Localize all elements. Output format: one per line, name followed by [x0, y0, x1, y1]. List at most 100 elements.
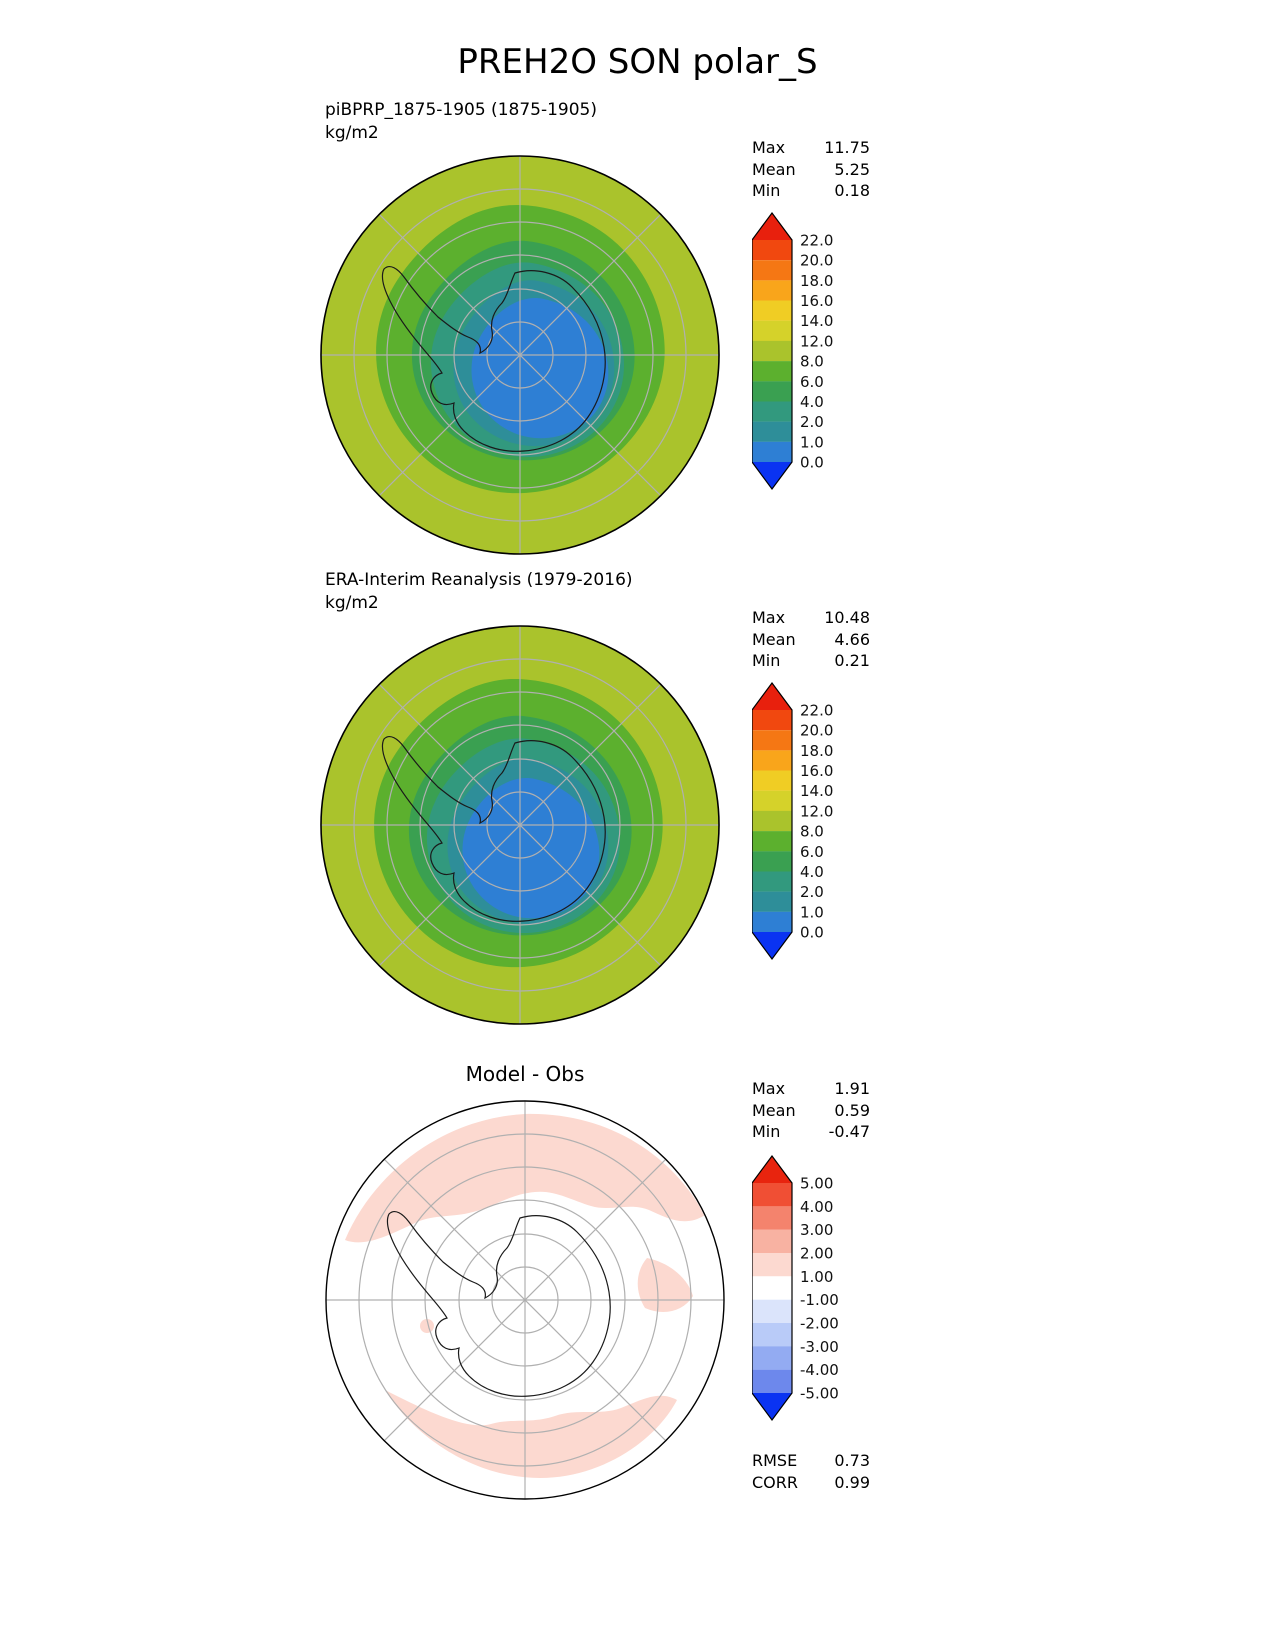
colorbar-arrow-bottom	[752, 932, 792, 959]
stat-max-label: Max	[752, 138, 786, 157]
colorbar-band	[752, 831, 792, 852]
colorbar-band	[752, 300, 792, 321]
diff-patch-bottom	[385, 1390, 677, 1478]
antarctica-coastline	[381, 735, 606, 922]
colorbar-tick: 4.0	[800, 863, 824, 881]
polar-map-model	[320, 155, 720, 555]
colorbar-outline	[752, 212, 793, 491]
colorbar-band	[752, 730, 792, 751]
meridian-line	[378, 683, 662, 967]
stat-row: Min 0.18	[752, 180, 870, 202]
map-rim	[320, 625, 720, 1025]
rmse-value: 0.73	[834, 1451, 870, 1470]
colorbar-tick: 22.0	[800, 232, 833, 250]
colorbar-tick: 12.0	[800, 802, 833, 820]
corr-value: 0.99	[834, 1472, 870, 1492]
antarctica-coastline	[386, 1210, 611, 1397]
map-rim	[325, 1100, 725, 1500]
colorbar-band	[752, 260, 792, 281]
polar-map-diff	[325, 1100, 725, 1500]
contour-fill-blue	[462, 778, 600, 919]
colorbar-arrow-top	[752, 683, 792, 710]
colorbar-tick: 5.00	[800, 1175, 833, 1193]
panel1-units: kg/m2	[325, 123, 379, 143]
colorbar-tick: 18.0	[800, 272, 833, 290]
stat-mean-label: Mean	[752, 629, 796, 649]
stat-row: Max 1.91	[752, 1078, 870, 1100]
colorbar-band	[752, 1369, 792, 1393]
stat-max-value: 1.91	[834, 1079, 870, 1098]
diff-metrics: RMSE 0.73 CORR 0.99	[752, 1450, 870, 1493]
contour-fill-blue	[471, 298, 609, 439]
colorbar-band	[752, 240, 792, 261]
stat-row: Mean 0.59	[752, 1100, 870, 1122]
graticule	[321, 626, 719, 1024]
stat-row: Min 0.21	[752, 650, 870, 672]
panel1-stats: Max 11.75 Mean 5.25 Min 0.18	[752, 137, 870, 202]
colorbar-tick: 1.0	[800, 433, 824, 451]
colorbar-band	[752, 810, 792, 832]
colorbar-arrow-bottom	[752, 1393, 792, 1420]
colorbar-band	[752, 1299, 792, 1324]
colorbar-band	[752, 1323, 792, 1347]
colorbar-band	[752, 1276, 792, 1300]
colorbar-tick: 6.0	[800, 373, 824, 391]
colorbar-tick: 14.0	[800, 312, 833, 330]
colorbar-band	[752, 1253, 792, 1277]
colorbar-tick: 6.0	[800, 843, 824, 861]
panel3-stats: Max 1.91 Mean 0.59 Min -0.47	[752, 1078, 870, 1143]
stat-min-label: Min	[752, 181, 781, 200]
stat-row: Mean 5.25	[752, 159, 870, 181]
graticule	[321, 156, 719, 554]
colorbar-tick: 1.00	[800, 1268, 833, 1286]
colorbar-tick: 2.00	[800, 1245, 833, 1263]
colorbar-band	[752, 280, 792, 301]
stat-mean-value: 0.59	[834, 1100, 870, 1120]
colorbar-tick: -5.00	[800, 1385, 839, 1403]
stat-max-label: Max	[752, 608, 786, 627]
colorbar-band	[752, 381, 792, 402]
stat-mean-label: Mean	[752, 159, 796, 179]
colorbar-tick: 20.0	[800, 722, 833, 740]
colorbar-band	[752, 1183, 792, 1207]
colorbar-outline	[752, 1155, 793, 1422]
meridian-line	[383, 1158, 667, 1442]
figure-title: PREH2O SON polar_S	[457, 42, 818, 82]
stat-mean-label: Mean	[752, 1100, 796, 1120]
colorbar-band	[752, 911, 792, 932]
stat-mean-value: 5.25	[834, 159, 870, 179]
panel2-stats: Max 10.48 Mean 4.66 Min 0.21	[752, 607, 870, 672]
colorbar-band	[752, 361, 792, 382]
colorbar-band	[752, 710, 792, 731]
colorbar-tick: 1.0	[800, 903, 824, 921]
map-rim	[320, 155, 720, 555]
colorbar-tick: -2.00	[800, 1315, 839, 1333]
colorbar-tick: 8.0	[800, 823, 824, 841]
colorbar-outline	[752, 682, 793, 961]
colorbar-tick: 4.0	[800, 393, 824, 411]
colorbar-tick: 16.0	[800, 762, 833, 780]
colorbar-tick: -3.00	[800, 1338, 839, 1356]
colorbar-band	[752, 790, 792, 811]
colorbar-tick: 14.0	[800, 782, 833, 800]
stat-row: Max 11.75	[752, 137, 870, 159]
colorbar-tick: 2.0	[800, 883, 824, 901]
antarctica-coastline	[381, 265, 606, 452]
stat-row: CORR 0.99	[752, 1472, 870, 1494]
colorbar-tick: 22.0	[800, 702, 833, 720]
stat-min-value: 0.18	[834, 181, 870, 200]
colorbar-tick: 0.0	[800, 454, 824, 472]
diff-patch-right	[637, 1258, 693, 1312]
colorbar-band	[752, 750, 792, 771]
panel2-units: kg/m2	[325, 593, 379, 613]
colorbar-band	[752, 851, 792, 872]
panel2-label: ERA-Interim Reanalysis (1979-2016)	[325, 570, 633, 590]
corr-label: CORR	[752, 1472, 798, 1492]
stat-max-value: 11.75	[824, 138, 870, 157]
colorbar-band	[752, 891, 792, 912]
colorbar-tick: 4.00	[800, 1198, 833, 1216]
stat-row: Mean 4.66	[752, 629, 870, 651]
rmse-label: RMSE	[752, 1451, 798, 1470]
colorbar-band	[752, 421, 792, 442]
